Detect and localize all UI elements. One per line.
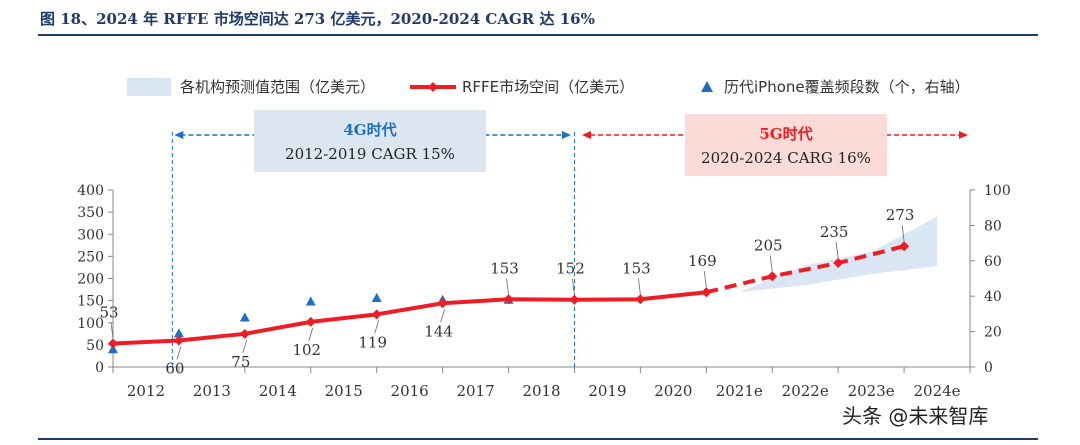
watermark: 头条 @未来智库: [842, 404, 989, 428]
data-label-leader: [835, 241, 839, 259]
x-axis-tick-label: 2023e: [848, 382, 895, 400]
rffe-point: [173, 335, 184, 346]
right-axis-tick-label: 80: [984, 218, 1002, 234]
period-4g-box: [254, 110, 486, 172]
x-axis-tick-label: 2020: [654, 382, 692, 400]
x-axis-tick-label: 2024e: [914, 382, 961, 400]
rffe-point: [239, 328, 250, 339]
rffe-data-label: 144: [424, 322, 453, 340]
rffe-data-label: 169: [688, 252, 717, 270]
rffe-point: [437, 298, 448, 309]
left-axis-tick-label: 350: [77, 205, 104, 221]
data-label-leader: [242, 339, 248, 353]
rffe-data-label: 75: [231, 353, 250, 371]
x-axis-tick-label: 2017: [456, 382, 494, 400]
legend-iphone-label: 历代iPhone覆盖频段数（个，右轴）: [724, 78, 970, 96]
iphone-band-point: [371, 292, 382, 302]
x-axis-tick-label: 2013: [193, 382, 231, 400]
period-5g-arrowhead-right: [959, 131, 968, 139]
legend-band-label: 各机构预测值范围（亿美元）: [180, 78, 375, 96]
rffe-data-label: 53: [99, 304, 118, 322]
rffe-point: [569, 294, 580, 305]
legend-rffe-label: RFFE市场空间（亿美元）: [462, 78, 634, 96]
data-label-leader: [176, 346, 182, 360]
right-axis-tick-label: 0: [984, 360, 993, 376]
right-axis-tick-label: 20: [984, 325, 1002, 341]
rffe-point: [371, 309, 382, 320]
left-axis-tick-label: 250: [77, 249, 104, 265]
iphone-band-point: [108, 344, 118, 354]
rffe-point: [503, 294, 514, 305]
x-axis-tick-label: 2014: [259, 382, 297, 400]
legend-iphone-marker: [701, 81, 713, 92]
data-label-leader: [572, 278, 575, 295]
iphone-band-point: [173, 328, 184, 338]
rffe-point: [635, 294, 646, 305]
right-axis-tick-label: 60: [984, 254, 1002, 270]
x-axis-tick-label: 2022e: [782, 382, 829, 400]
rffe-data-label: 153: [490, 259, 519, 277]
data-label-leader: [374, 320, 380, 334]
rffe-data-label: 205: [754, 236, 783, 254]
data-label-leader: [308, 327, 314, 341]
period-4g-arrowhead-right: [562, 131, 571, 139]
rffe-line-actual: [112, 290, 707, 346]
period-5g-label: 5G时代: [759, 125, 812, 143]
period-4g-cagr: 2012-2019 CAGR 15%: [285, 145, 455, 163]
legend-band-swatch: [127, 78, 171, 96]
rffe-point: [767, 271, 778, 282]
x-axis-tick-label: 2012: [127, 382, 165, 400]
rffe-data-label: 102: [292, 341, 321, 359]
left-axis-tick-label: 50: [86, 338, 104, 354]
rffe-point: [833, 258, 844, 269]
data-label-leader: [901, 225, 905, 242]
left-axis-tick-label: 300: [77, 227, 104, 243]
right-axis-tick-label: 100: [984, 183, 1011, 199]
left-axis-tick-label: 0: [95, 360, 104, 376]
data-label-leader: [769, 255, 773, 272]
rffe-point: [899, 241, 910, 252]
left-axis-tick-label: 200: [77, 272, 104, 288]
left-axis-tick-label: 150: [77, 294, 104, 310]
data-label-leader: [440, 309, 445, 323]
data-label-leader: [637, 278, 641, 295]
data-label-leader: [110, 322, 114, 339]
rffe-data-label: 60: [165, 359, 184, 377]
rffe-data-label: 152: [556, 260, 585, 278]
x-axis-tick-label: 2019: [588, 382, 626, 400]
iphone-band-point: [305, 296, 316, 306]
left-axis-tick-label: 400: [77, 183, 104, 199]
data-label-leader: [506, 278, 509, 295]
rffe-point: [701, 287, 712, 298]
x-axis-tick-label: 2018: [522, 382, 560, 400]
period-5g-arrowhead-left: [582, 131, 591, 139]
period-4g-label: 4G时代: [343, 121, 396, 139]
figure-title: 图 18、2024 年 RFFE 市场空间达 273 亿美元，2020-2024…: [40, 10, 595, 28]
rffe-data-label: 153: [622, 259, 651, 277]
rffe-data-label: 119: [358, 333, 387, 351]
iphone-band-point: [239, 312, 250, 322]
right-axis-tick-label: 40: [984, 289, 1002, 305]
rffe-line-forecast: [705, 244, 905, 295]
title-rule: [38, 34, 1038, 36]
period-5g-box: [685, 114, 887, 176]
legend-rffe-marker: [428, 82, 438, 92]
x-axis-tick-label: 2016: [391, 382, 429, 400]
left-axis-tick-label: 100: [77, 316, 104, 332]
x-axis-tick-label: 2021e: [716, 382, 763, 400]
period-4g-arrowhead-left: [174, 131, 184, 139]
x-axis-tick-label: 2015: [325, 382, 363, 400]
period-5g-cagr: 2020-2024 CARG 16%: [701, 149, 871, 167]
data-label-leader: [703, 271, 707, 288]
rffe-data-label: 273: [886, 206, 915, 224]
rffe-point: [305, 316, 316, 327]
bottom-rule: [38, 438, 1038, 440]
rffe-data-label: 235: [820, 223, 849, 241]
rffe-point: [108, 338, 118, 349]
